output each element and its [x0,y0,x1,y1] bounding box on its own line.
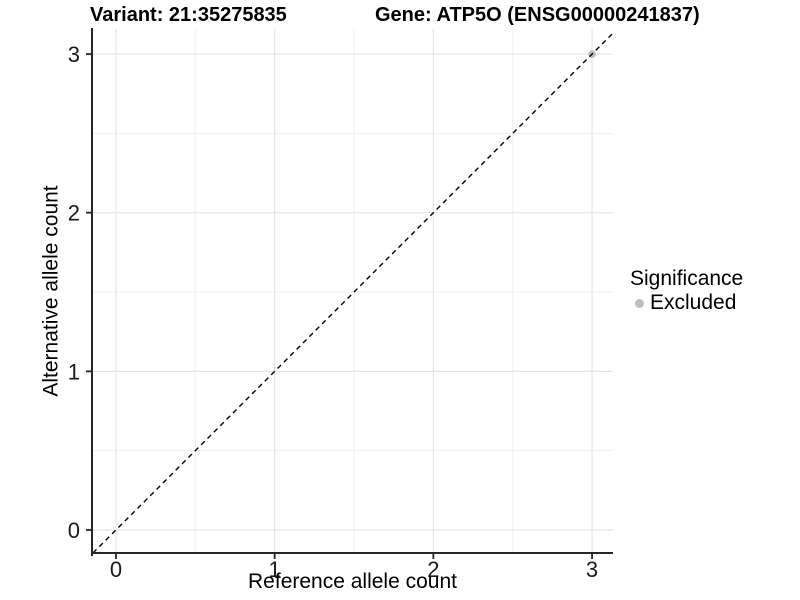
legend-item-excluded: Excluded [630,291,743,315]
legend-item-label: Excluded [650,291,737,314]
y-tick-label: 0 [68,518,80,543]
x-tick-label: 0 [110,557,122,582]
y-tick-label: 2 [68,201,80,226]
x-tick-label: 2 [427,557,439,582]
y-tick-label: 1 [68,359,80,384]
variant-title: Variant: 21:35275835 [90,4,287,26]
x-axis-title: Reference allele count [248,570,457,593]
x-tick-label: 3 [586,557,598,582]
excluded-point-icon [635,298,644,308]
y-tick-label: 3 [68,42,80,67]
legend: Significance Excluded [630,267,743,315]
gene-title: Gene: ATP5O (ENSG00000241837) [375,4,700,26]
x-tick-label: 1 [269,557,281,582]
legend-title: Significance [630,267,744,290]
identity-reference-line [92,32,614,554]
